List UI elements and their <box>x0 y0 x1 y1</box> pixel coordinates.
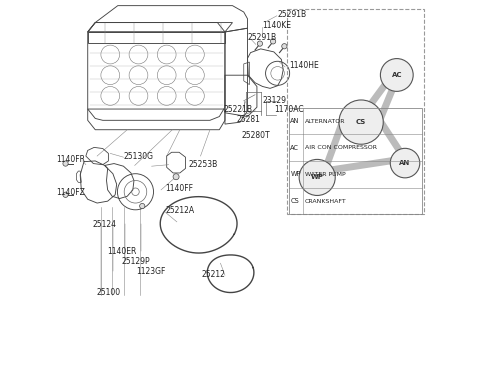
Text: AN: AN <box>399 160 411 166</box>
Circle shape <box>282 44 287 49</box>
Text: 25291B: 25291B <box>277 10 307 19</box>
Circle shape <box>339 100 383 144</box>
Circle shape <box>299 159 335 196</box>
Circle shape <box>380 59 413 91</box>
Text: CRANKSHAFT: CRANKSHAFT <box>305 199 347 203</box>
Text: 25124: 25124 <box>93 220 117 229</box>
Text: AIR CON COMPRESSOR: AIR CON COMPRESSOR <box>305 145 377 150</box>
Text: 1140HE: 1140HE <box>289 61 319 70</box>
Text: AC: AC <box>290 145 300 151</box>
Text: 1140ER: 1140ER <box>108 247 137 256</box>
Text: 1140KE: 1140KE <box>262 21 291 30</box>
Circle shape <box>257 41 263 46</box>
Text: AN: AN <box>290 118 300 124</box>
Circle shape <box>390 149 420 178</box>
Circle shape <box>63 192 68 197</box>
Text: 1140FR: 1140FR <box>57 155 85 164</box>
Text: 25253B: 25253B <box>188 160 217 169</box>
Text: 25212A: 25212A <box>166 206 195 215</box>
Text: 25291B: 25291B <box>248 33 276 42</box>
Text: CS: CS <box>356 119 366 125</box>
Text: 1140FF: 1140FF <box>166 184 193 193</box>
Circle shape <box>140 203 145 209</box>
Text: AC: AC <box>392 72 402 78</box>
Text: 25129P: 25129P <box>121 257 150 266</box>
Text: 25130G: 25130G <box>123 152 154 161</box>
Text: 1140FZ: 1140FZ <box>57 188 85 197</box>
Text: 25100: 25100 <box>96 288 120 297</box>
Text: 25281: 25281 <box>236 115 260 124</box>
Text: WP: WP <box>311 174 324 180</box>
Circle shape <box>173 174 179 180</box>
Text: 1170AC: 1170AC <box>274 105 303 114</box>
Text: ALTERNATOR: ALTERNATOR <box>305 118 346 124</box>
Circle shape <box>63 161 68 166</box>
Bar <box>289 108 422 214</box>
Text: 25212: 25212 <box>202 270 226 279</box>
Circle shape <box>270 39 276 44</box>
Text: WATER PUMP: WATER PUMP <box>305 172 346 177</box>
Text: CS: CS <box>290 198 299 204</box>
Text: 25221B: 25221B <box>223 105 252 114</box>
Text: 1123GF: 1123GF <box>137 267 166 276</box>
Text: 25280T: 25280T <box>242 131 271 140</box>
Text: WP: WP <box>290 171 301 177</box>
Text: 23129: 23129 <box>263 96 287 105</box>
